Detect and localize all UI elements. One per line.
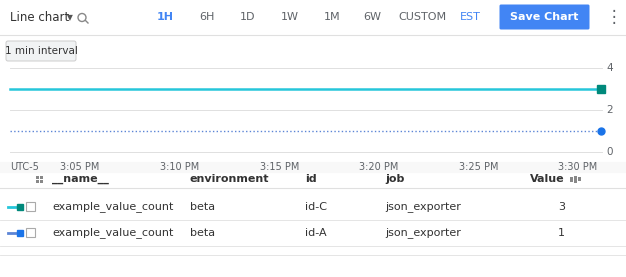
Text: 1H: 1H: [156, 12, 173, 22]
Text: Value: Value: [530, 174, 565, 184]
Text: environment: environment: [190, 174, 270, 184]
Text: ⋮: ⋮: [606, 9, 622, 27]
Bar: [26, 202, 35, 211]
Bar: [40, 176, 43, 179]
Text: Line chart: Line chart: [10, 11, 69, 24]
Text: 3:15 PM: 3:15 PM: [260, 162, 299, 172]
Bar: [26, 228, 35, 237]
Text: json_exporter: json_exporter: [385, 202, 461, 212]
Text: example_value_count: example_value_count: [52, 227, 173, 238]
Bar: [36, 176, 39, 179]
Text: 4: 4: [606, 63, 613, 73]
Text: 1M: 1M: [324, 12, 341, 22]
Text: 3: 3: [558, 202, 565, 212]
FancyBboxPatch shape: [500, 4, 590, 29]
Bar: [570, 176, 573, 181]
Text: 1 min interval: 1 min interval: [4, 46, 78, 56]
Text: 3:25 PM: 3:25 PM: [459, 162, 498, 172]
Text: 3:10 PM: 3:10 PM: [160, 162, 199, 172]
Text: CUSTOM: CUSTOM: [398, 12, 446, 22]
Text: 1D: 1D: [240, 12, 256, 22]
Text: id-C: id-C: [305, 202, 327, 212]
Text: example_value_count: example_value_count: [52, 202, 173, 212]
Text: 3:05 PM: 3:05 PM: [60, 162, 100, 172]
Text: ▼: ▼: [67, 13, 73, 22]
Text: 3:30 PM: 3:30 PM: [558, 162, 598, 172]
Text: __name__: __name__: [52, 174, 109, 184]
Text: 6H: 6H: [199, 12, 215, 22]
Text: beta: beta: [190, 202, 215, 212]
Text: beta: beta: [190, 228, 215, 238]
Text: Save Chart: Save Chart: [510, 12, 578, 22]
Text: EST: EST: [459, 12, 480, 22]
Text: json_exporter: json_exporter: [385, 227, 461, 238]
Bar: [578, 177, 580, 181]
Text: job: job: [385, 174, 404, 184]
FancyBboxPatch shape: [6, 41, 76, 61]
Text: id-A: id-A: [305, 228, 327, 238]
Text: 0: 0: [606, 147, 612, 157]
Text: id: id: [305, 174, 317, 184]
Text: 1W: 1W: [281, 12, 299, 22]
Bar: [40, 180, 43, 183]
Bar: [36, 180, 39, 183]
Text: 1: 1: [558, 228, 565, 238]
Bar: [574, 176, 577, 183]
Text: 6W: 6W: [363, 12, 381, 22]
Text: UTC-5: UTC-5: [10, 162, 39, 172]
Text: 2: 2: [606, 105, 613, 115]
Text: 3:20 PM: 3:20 PM: [359, 162, 399, 172]
